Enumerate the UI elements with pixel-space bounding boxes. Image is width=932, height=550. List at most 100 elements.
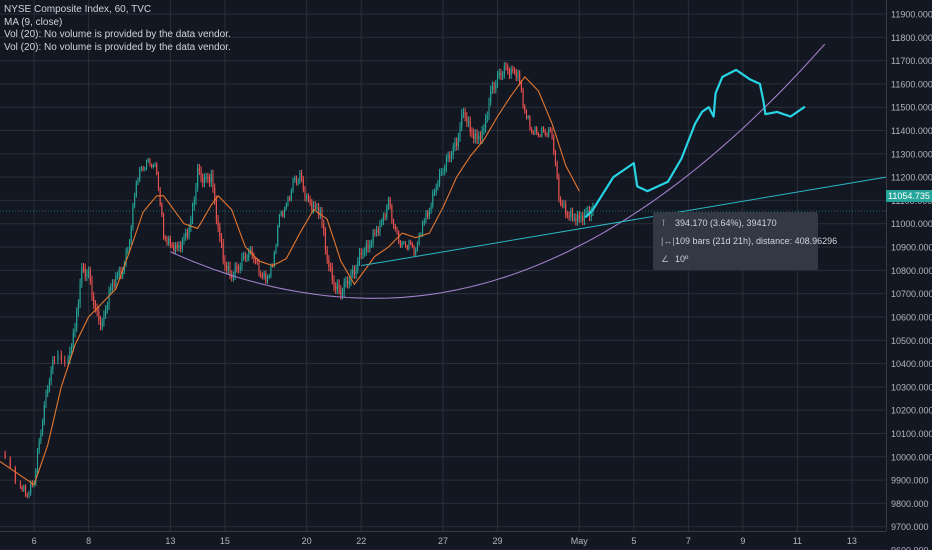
x-axis-tick-label: 7 [686, 536, 691, 546]
candle-body [284, 208, 286, 217]
candle-body [561, 202, 563, 205]
candle-body [410, 241, 412, 244]
candle-body [435, 186, 437, 193]
candle-body [25, 486, 27, 495]
candle-body [210, 174, 212, 183]
legend-ma[interactable]: MA (9, close) [4, 16, 63, 28]
candle-body [203, 177, 205, 183]
candle-body [430, 205, 432, 211]
candle-body [304, 189, 306, 199]
x-axis-tick-label: 13 [165, 536, 175, 546]
candle-body [256, 261, 258, 263]
candle-body [536, 127, 538, 134]
candle-body [178, 244, 180, 249]
candle-body [47, 388, 49, 394]
y-axis-tick-label: 11800.000 [891, 33, 932, 43]
projection-brush-path [584, 68, 806, 218]
candle-body [251, 249, 253, 256]
candle-body [379, 223, 381, 233]
candle-body [328, 259, 330, 267]
legend-volume-1[interactable]: Vol (20): No volume is provided by the d… [4, 29, 231, 40]
candle-body [152, 165, 154, 167]
candle-body [447, 155, 449, 159]
candle-body [113, 283, 115, 286]
candle-body [587, 210, 589, 213]
candle-body [238, 268, 240, 270]
candle-body [219, 227, 221, 238]
y-axis-tick-label: 11000.000 [891, 219, 932, 229]
candle-body [96, 308, 98, 312]
x-axis-tick-label: 15 [220, 536, 230, 546]
candle-body [481, 130, 483, 140]
y-axis-tick-label: 9700.000 [891, 522, 929, 532]
measure-price-text: 394.170 (3.64%), 394170 [675, 218, 777, 228]
candle-body [370, 243, 372, 245]
candle-body [280, 211, 282, 216]
candle-body [265, 273, 267, 282]
candle-body [198, 168, 200, 171]
candle-body [408, 241, 410, 249]
legend-symbol[interactable]: NYSE Composite Index, 60, TVC [4, 4, 152, 15]
candle-body [4, 452, 6, 458]
candle-body [427, 212, 429, 217]
last-price-label: 11054.735 [886, 190, 932, 202]
candle-body [341, 292, 344, 295]
candle-body [53, 359, 56, 361]
candle-body [418, 234, 420, 244]
candle-body [471, 131, 473, 134]
candle-body [573, 217, 575, 219]
candle-body [166, 238, 168, 244]
candle-body [142, 167, 144, 170]
candle-body [273, 252, 275, 266]
candle-body [180, 244, 182, 249]
candle-body [387, 199, 390, 208]
y-axis-tick-label: 10900.000 [891, 243, 932, 253]
candle-body [541, 128, 543, 136]
candle-body [466, 116, 468, 123]
candle-body [456, 141, 458, 147]
candle-body [140, 167, 142, 170]
candle-body [76, 312, 78, 328]
measure-bars-text: 109 bars (21d 21h), distance: 408.96296 [675, 236, 838, 246]
candle-body [174, 245, 177, 252]
candle-body [193, 200, 195, 207]
y-axis-tick-label: 11500.000 [891, 103, 932, 113]
candle-body [244, 255, 246, 259]
candle-body [149, 159, 151, 165]
candle-body [169, 238, 171, 246]
candle-body [64, 359, 66, 363]
candle-body [74, 327, 76, 334]
candle-body [376, 229, 378, 233]
candle-body [527, 117, 529, 119]
candle-body [128, 242, 131, 250]
candle-body [122, 270, 124, 276]
candle-body [263, 273, 265, 277]
candle-body [60, 354, 62, 360]
bar-range-icon: |↔| [661, 236, 675, 246]
candle-body [348, 281, 350, 284]
candle-body [411, 243, 413, 247]
candle-body [42, 421, 44, 433]
candle-body [28, 493, 30, 496]
candle-body [99, 320, 102, 326]
candle-body [520, 82, 522, 91]
candle-body [243, 255, 245, 257]
candle-body [135, 182, 137, 196]
candle-body [333, 279, 335, 287]
candle-body [314, 204, 316, 208]
candle-body [575, 217, 577, 222]
candle-body [544, 130, 546, 135]
candle-body [285, 204, 287, 209]
candle-body [347, 281, 349, 284]
candle-body [309, 199, 311, 203]
candle-body [571, 211, 574, 218]
candle-body [183, 237, 185, 241]
candle-body [48, 381, 50, 389]
legend-volume-2[interactable]: Vol (20): No volume is provided by the d… [4, 41, 231, 53]
candle-body [508, 71, 510, 76]
candle-body [91, 280, 93, 297]
candle-body [220, 237, 223, 244]
candle-body [360, 252, 362, 255]
